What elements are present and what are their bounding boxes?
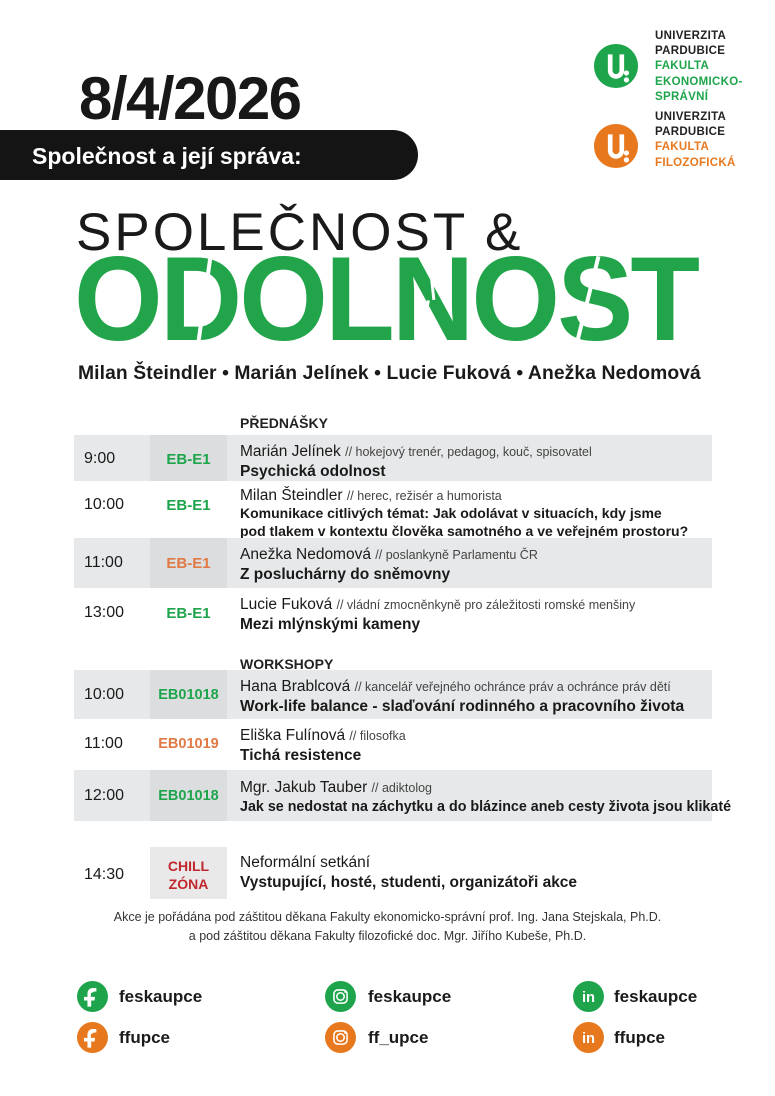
svg-text:in: in (582, 990, 595, 1006)
svg-text:in: in (582, 1031, 595, 1047)
